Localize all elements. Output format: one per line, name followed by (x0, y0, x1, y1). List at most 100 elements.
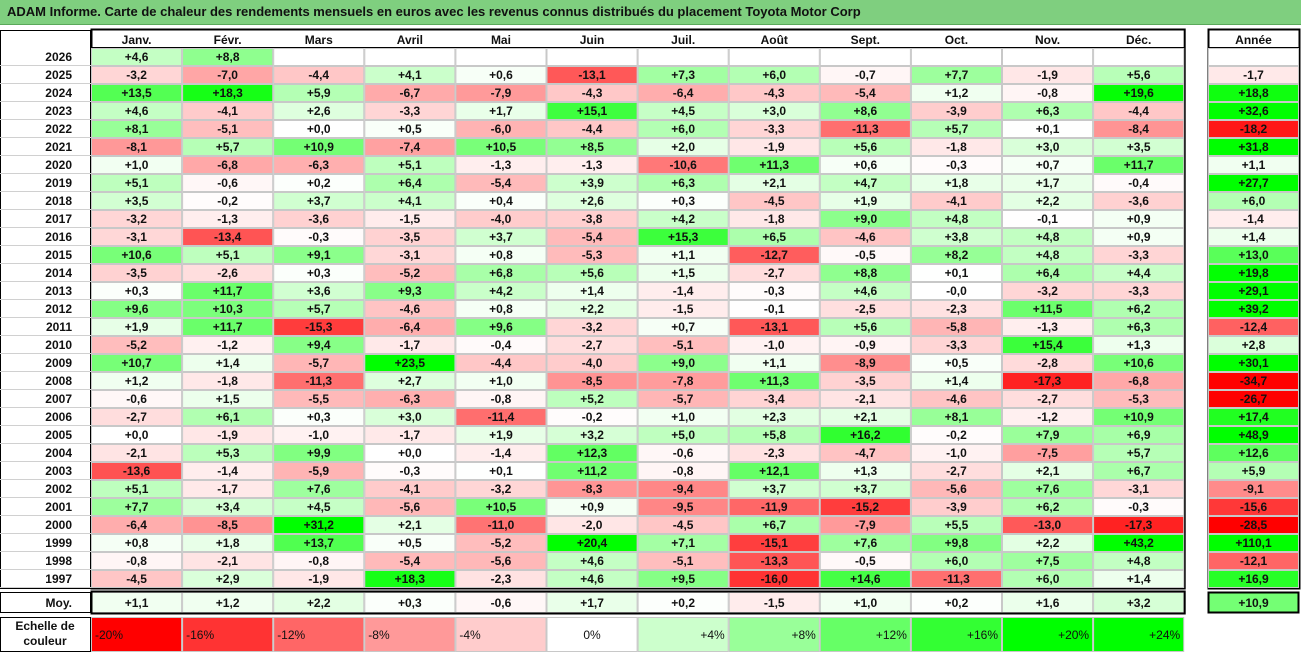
heat-cell-value: +2,1 (398, 518, 422, 532)
heat-cell-value: +1,0 (671, 410, 695, 424)
heat-cell (91, 318, 183, 336)
annual-cell-value: +1,4 (1242, 230, 1266, 244)
heat-cell-value: +1,9 (853, 194, 877, 208)
heat-cell-value: -4,6 (400, 302, 421, 316)
year-label: 2011 (46, 320, 72, 334)
heat-cell-value: -13,6 (123, 464, 151, 478)
heat-cell (728, 174, 820, 192)
heat-cell-value: +3,7 (853, 482, 877, 496)
heat-cell (546, 120, 638, 138)
heat-cell-value: +0,3 (307, 410, 331, 424)
heat-cell (455, 66, 547, 84)
heat-cell-value: +3,0 (398, 410, 422, 424)
heat-cell (1002, 552, 1094, 570)
heat-cell-value: -5,3 (1128, 392, 1149, 406)
heat-cell (728, 318, 820, 336)
heat-cell (546, 570, 638, 588)
heat-cell-value: -3,1 (400, 248, 421, 262)
heat-cell-value: +6,9 (1127, 428, 1151, 442)
heat-cell (1093, 84, 1185, 102)
heat-cell-value: -1,2 (217, 338, 238, 352)
heat-cell (455, 84, 547, 102)
heat-cell (728, 570, 820, 588)
heat-cell-value: -6,4 (400, 320, 421, 334)
heat-cell-value: +5,7 (307, 302, 331, 316)
year-label: 2005 (45, 428, 72, 442)
heat-cell-value: -4,4 (1128, 104, 1149, 118)
heat-cell (637, 390, 729, 408)
heat-cell-value: +1,7 (1036, 176, 1060, 190)
heat-cell-value: +18,3 (395, 572, 426, 586)
heat-cell-value: -5,2 (491, 536, 512, 550)
year-label: 2022 (45, 122, 72, 136)
heat-cell-value: -5,1 (673, 554, 694, 568)
heat-cell (364, 336, 456, 354)
month-header: Janv. (122, 33, 152, 47)
heat-cell (364, 534, 456, 552)
heat-cell-value: +6,3 (671, 176, 695, 190)
annual-cell-value: -26,7 (1240, 392, 1268, 406)
heat-cell-value: +1,0 (489, 374, 513, 388)
heat-cell (1002, 534, 1094, 552)
heat-cell-value: +5,1 (125, 176, 149, 190)
heat-cell (273, 264, 365, 282)
heat-cell-value: +10,9 (1123, 410, 1154, 424)
heat-cell-value: +9,4 (307, 338, 331, 352)
title-bar: ADAM Informe. Carte de chaleur des rende… (0, 0, 1301, 25)
heat-cell (182, 462, 274, 480)
heat-cell-value: +2,2 (1036, 194, 1060, 208)
heat-cell-value: -0,7 (855, 68, 876, 82)
heat-cell (546, 192, 638, 210)
heat-cell (910, 300, 1003, 318)
average-cell-value: -0,6 (491, 596, 512, 610)
scale-swatch (637, 617, 729, 652)
heat-cell-value: +1,4 (945, 374, 969, 388)
average-cell-value: +1,1 (125, 596, 149, 610)
heat-cell (1093, 408, 1185, 426)
heat-cell (819, 282, 911, 300)
heat-cell (1002, 264, 1094, 282)
heat-cell-value: -4,1 (217, 104, 238, 118)
average-cell-value: -1,5 (764, 596, 785, 610)
heat-cell-value: +4,6 (580, 554, 604, 568)
heat-cell-value: +7,6 (1036, 482, 1060, 496)
heat-cell (364, 264, 456, 282)
heat-cell-value: +7,5 (1036, 554, 1060, 568)
heat-cell (637, 570, 729, 588)
heat-cell (637, 102, 729, 120)
year-label: 2006 (45, 410, 72, 424)
heat-cell-value: -5,3 (582, 248, 603, 262)
heat-cell (91, 570, 183, 588)
scale-step-label: -4% (459, 628, 481, 642)
heat-cell-value: -11,3 (943, 572, 970, 586)
heat-cell-value: -5,5 (308, 392, 329, 406)
heat-cell (182, 318, 274, 336)
heat-cell (273, 48, 365, 66)
heat-cell (455, 210, 547, 228)
heat-cell-value: +1,5 (671, 266, 695, 280)
heat-cell (546, 102, 638, 120)
heat-cell-value: +5,2 (580, 392, 604, 406)
heat-cell (455, 444, 547, 462)
heat-cell-value: +9,5 (671, 572, 695, 586)
heat-cell (273, 210, 365, 228)
annual-cell-value: +17,4 (1238, 410, 1269, 424)
heat-cell (91, 282, 183, 300)
month-header: Avril (397, 33, 423, 47)
heat-cell-value: -1,7 (400, 428, 421, 442)
year-label: 2002 (45, 482, 72, 496)
scale-swatch (728, 617, 820, 652)
heat-cell (182, 534, 274, 552)
heat-cell-value: +7,7 (125, 500, 149, 514)
annual-cell (1208, 300, 1299, 318)
year-label: 2020 (45, 158, 72, 172)
heat-cell-value: +3,5 (1127, 140, 1151, 154)
heat-cell (364, 462, 456, 480)
heat-cell-value: -4,7 (855, 446, 876, 460)
heat-cell-value: +4,4 (1127, 266, 1151, 280)
heat-cell (182, 516, 274, 534)
heat-cell (273, 354, 365, 372)
heat-cell-value: -15,3 (305, 320, 333, 334)
heat-cell-value: -2,5 (855, 302, 876, 316)
heat-cell-value: +1,7 (489, 104, 513, 118)
